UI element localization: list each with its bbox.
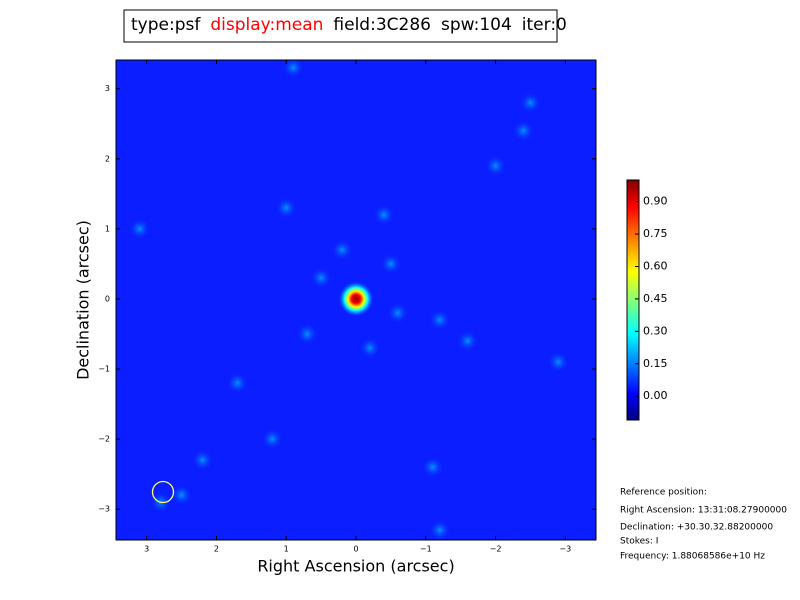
y-axis-label: Declination (arcsec) <box>74 220 93 380</box>
sidelobe <box>261 428 284 451</box>
annotation: Reference position: <box>620 488 707 498</box>
sidelobe <box>547 351 570 374</box>
y-tick-label: 3 <box>105 84 110 93</box>
sidelobe <box>128 217 151 240</box>
sidelobe <box>170 484 193 507</box>
sidelobe <box>484 154 507 177</box>
x-axis-label: Right Ascension (arcsec) <box>257 557 454 576</box>
y-tick-label: 1 <box>105 224 110 233</box>
x-tick-label: 3 <box>144 545 149 554</box>
sidelobe <box>191 449 214 472</box>
title-box <box>123 9 558 43</box>
sidelobe <box>358 337 381 359</box>
colorbar-tick-label: 0.45 <box>643 292 668 305</box>
sidelobe <box>456 329 479 352</box>
x-tick-label: −1 <box>420 545 432 554</box>
title-part: spw:104 <box>441 15 512 35</box>
sidelobe <box>512 119 535 142</box>
x-tick-label: 1 <box>284 545 289 554</box>
colorbar-tick-label: 0.60 <box>643 259 668 272</box>
title: type:psf display:mean field:3C286 spw:104 it… <box>131 15 567 35</box>
sidelobe <box>275 196 298 219</box>
x-tick-label: −2 <box>490 545 502 554</box>
sidelobe <box>282 60 305 79</box>
annotations: Reference position: Right Ascension: 13:3… <box>620 488 787 562</box>
marker-circle <box>151 480 175 504</box>
x-tick-label: 0 <box>353 545 358 554</box>
annotation: Right Ascension: 13:31:08.27900000 <box>620 506 787 516</box>
title-part: display:mean <box>210 15 323 35</box>
annotation: Stokes: I <box>620 537 658 547</box>
sidelobe <box>386 301 409 324</box>
colorbar-tick-label: 0.00 <box>643 389 668 402</box>
sidelobe <box>428 519 451 540</box>
x-tick-label: −3 <box>559 545 571 554</box>
y-tick-label: −2 <box>98 435 110 444</box>
colorbar-tick-label: 0.30 <box>643 324 668 337</box>
title-part: type:psf <box>131 15 201 35</box>
sidelobe <box>421 456 444 479</box>
y-tick-label: −1 <box>98 365 110 374</box>
colorbar <box>626 179 640 421</box>
sidelobe <box>379 252 402 275</box>
sidelobe <box>296 322 319 345</box>
y-tick-label: −3 <box>98 505 110 514</box>
y-tick-label: 2 <box>105 154 110 163</box>
annotation: Declination: +30.30.32.88200000 <box>620 523 773 533</box>
x-tick-label: 2 <box>214 545 219 554</box>
title-part: iter:0 <box>522 15 567 35</box>
title-text: type:psf display:mean field:3C286 spw:104 it… <box>131 15 567 35</box>
psf-peak <box>338 280 374 317</box>
y-tick-label: 0 <box>105 294 110 303</box>
title-part: field:3C286 <box>333 15 431 35</box>
colorbar-tick-label: 0.75 <box>643 227 668 240</box>
sidelobe <box>331 238 354 261</box>
sidelobe <box>310 266 333 289</box>
sidelobe <box>226 372 249 395</box>
colorbar-tick-label: 0.90 <box>643 195 668 208</box>
annotation: Frequency: 1.88068586e+10 Hz <box>620 552 765 562</box>
sidelobe <box>372 203 395 226</box>
colorbar-tick-label: 0.15 <box>643 357 668 370</box>
sidelobe <box>519 91 542 114</box>
psf-image <box>116 60 596 540</box>
sidelobe <box>428 308 451 331</box>
